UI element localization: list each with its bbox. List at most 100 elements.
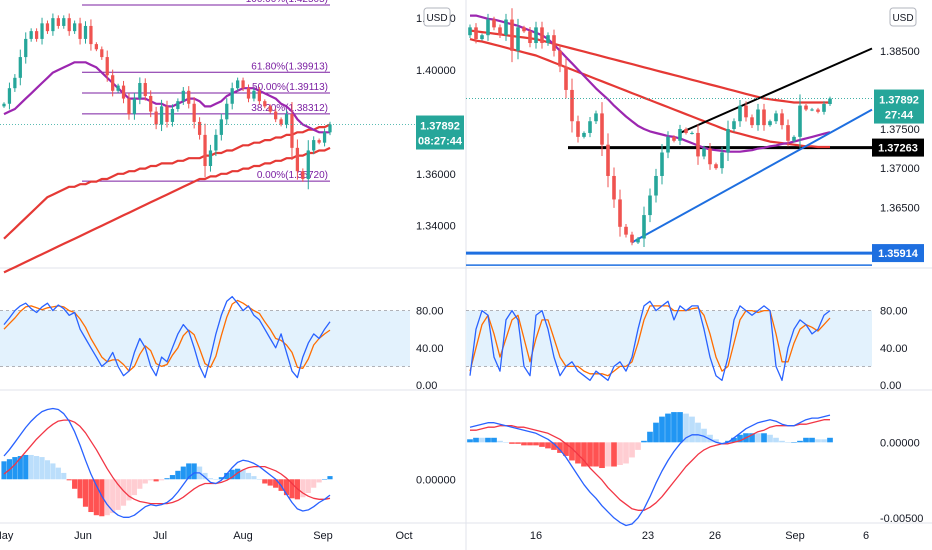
chart0-candle-body [116,85,120,91]
chart0-macd-histogram-bar [23,454,29,480]
chart0-candle-body [45,23,50,32]
chart1-macd-histogram-bar [581,442,587,467]
chart0-candle-body [203,134,207,167]
chart0-candle-body [62,18,66,26]
chart1-candle-body [636,238,640,243]
chart0-candle-body [159,106,164,125]
chart1-macd-histogram-bar [635,442,641,450]
chart1-ma-fast-line [470,14,831,153]
chart1-macd-histogram-bar [479,437,485,443]
chart0-macd-histogram-bar [72,479,78,489]
chart1-candle-body [618,199,622,227]
chart1-macd-histogram-bar [473,437,479,443]
chart0-macd-histogram-bar [289,479,295,499]
chart0-price-tick-label: 1.40000 [416,65,456,77]
chart1-candle-body [480,35,484,40]
chart0-macd-histogram-bar [224,472,230,480]
chart1-candle-body [654,175,658,196]
chart0-candle-body [214,134,218,151]
chart1-candle-body [552,35,556,51]
chart1-candle-body [822,104,826,112]
chart1-candle-body [816,109,820,112]
chart0-macd-histogram-bar [12,457,18,480]
chart0-candle-body [176,101,180,109]
chart1-level-label: 1.35914 [878,248,919,260]
chart1-macd-line [469,414,831,527]
chart0-ma-slow-line [3,123,331,240]
chart1-candle-body [720,152,724,169]
chart1-candle-body [714,164,718,169]
chart1-macd-histogram-bar [671,412,677,443]
chart0-candle-body [268,106,272,112]
chart1-bar-countdown: 27:44 [885,110,914,122]
chart1-candle-body [630,234,634,243]
chart0-bar-countdown: 08:27:44 [418,136,463,148]
chart1-candle-body [558,50,562,67]
chart0-candle-body [94,44,98,50]
chart1-macd-histogram-bar [701,428,707,443]
chart0-macd-histogram-bar [218,477,224,480]
chart1-macd-histogram-bar [485,437,491,443]
chart0-macd-histogram-bar [175,470,181,480]
chart0-candle-body [73,23,77,32]
chart0-macd-histogram-bar [327,476,333,480]
chart1-time-tick-label: 23 [642,530,654,542]
chart0-macd-histogram-bar [120,479,127,506]
chart0-candle-body [295,147,300,172]
chart1-time-tick-label: 16 [530,530,542,542]
chart1-candle-body [798,105,802,137]
chart1-price-tick-label: 1.37000 [880,163,920,175]
chart0-candle-body [322,132,327,143]
chart1-candle-body [804,105,808,110]
chart1-candle-body [606,144,610,176]
chart1-macd-histogram-bar [617,442,623,465]
chart1-time-tick-label: 26 [709,530,721,542]
chart0-time-tick-label: Oct [395,530,412,542]
chart1-stoch-k-line [469,300,831,382]
chart0-macd-tick-label: 0.00000 [416,474,456,486]
chart0-candle-body [100,49,104,58]
chart0-macd-histogram-bar [240,469,246,480]
chart0-candle-body [274,111,278,120]
chart0-candle-body [197,121,202,135]
chart1-candle-body [696,132,700,157]
chart1-level-badge [872,244,924,263]
chart0-candle-body [236,80,240,89]
chart0-macd-histogram-bar [213,479,219,480]
chart0-stoch-band [0,310,410,367]
chart1-macd-histogram-bar [599,442,605,469]
chart1-macd-histogram-bar [785,442,791,443]
chart0-macd-histogram-bar [50,463,56,480]
chart0-macd-histogram-bar [137,479,143,489]
chart0-macd-histogram-bar [17,456,23,480]
chart0-stoch-tick-label: 40.00 [416,343,444,355]
chart0-macd-histogram-bar [28,454,34,480]
chart0-candle-body [51,18,55,32]
chart1-macd-histogram-bar [611,442,617,467]
chart1-trendline-resistance [679,47,873,134]
chart1-macd-histogram-bar [713,439,719,443]
chart0-candle-body [219,119,223,135]
chart0-macd-histogram-bar [207,478,214,480]
chart1-candle-body [642,215,646,239]
chart1-level-label: 1.37263 [878,143,918,155]
chart1-candle-body [612,175,616,200]
chart1-candle-body [540,27,544,44]
chart0-price-tick-label: 1.34000 [416,221,456,233]
chart1-macd-histogram-bar [791,442,797,443]
chart0-macd-histogram-bar [34,456,40,480]
chart1-candle-body [468,27,472,36]
chart1-candle-body [702,148,706,157]
chart0-candle-body [246,88,251,99]
chart0-macd-histogram-bar [88,479,94,513]
chart0-macd-line [3,407,331,518]
chart1-candle-body [564,66,568,90]
chart0-macd-histogram-bar [311,479,317,488]
chart1-macd-histogram-bar [665,413,671,443]
chart0-time-tick-label: Jun [74,530,92,542]
chart0-macd-histogram-bar [61,472,67,480]
chart1-price-tick-label: 1.36500 [880,202,920,214]
chart0-candle-body [317,140,321,143]
chart0-macd-histogram-bar [316,479,322,483]
